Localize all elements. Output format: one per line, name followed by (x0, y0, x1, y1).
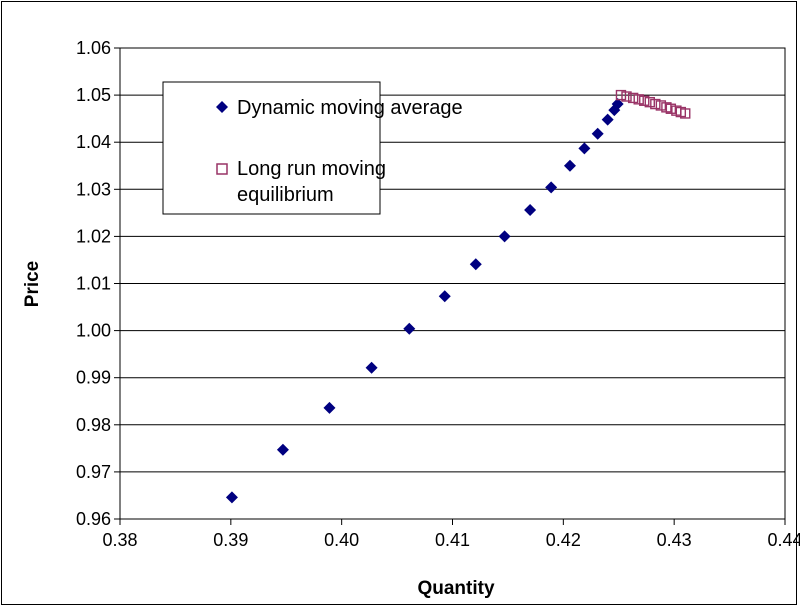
y-axis-title: Price (22, 261, 43, 307)
legend-label-line4: equilibrium (237, 184, 334, 206)
y-tick-label: 1.02 (76, 226, 111, 246)
y-tick-label: 0.97 (76, 462, 111, 482)
legend-label-line3: Long run moving (237, 158, 386, 180)
point-dynamic-moving-average (498, 230, 511, 243)
point-long-run-moving-equilibrium (615, 89, 627, 101)
point-dynamic-moving-average (403, 322, 416, 335)
point-dynamic-moving-average (591, 127, 604, 140)
point-long-run-moving-equilibrium (655, 100, 667, 111)
point-dynamic-moving-average (524, 204, 537, 217)
point-dynamic-moving-average (365, 361, 378, 374)
point-long-run-moving-equilibrium (621, 91, 632, 102)
point-long-run-moving-equilibrium (627, 92, 639, 104)
point-dynamic-moving-average (438, 290, 451, 303)
x-tick-label: 0.40 (324, 530, 359, 550)
x-tick-label: 0.44 (767, 530, 800, 550)
y-axis: 0.96 0.97 0.98 0.99 1.00 1.01 1.02 1.03 1.04 1.05… (76, 38, 120, 529)
legend-marker-dynamic-moving-average (216, 101, 228, 113)
x-tick-label: 0.41 (435, 530, 470, 550)
y-tick-label: 1.06 (76, 38, 111, 58)
y-tick-label: 0.99 (76, 368, 111, 388)
x-axis: 0.38 0.39 0.40 0.41 0.42 0.43 0.44 (102, 519, 800, 550)
y-tick-label: 1.04 (76, 132, 111, 152)
point-dynamic-moving-average (469, 258, 482, 271)
x-axis-title: Quantity (417, 578, 494, 599)
y-tick-label: 1.03 (76, 179, 111, 199)
y-tick-label: 0.96 (76, 509, 111, 529)
point-dynamic-moving-average (323, 401, 336, 414)
point-dynamic-moving-average (276, 443, 289, 456)
point-long-run-moving-equilibrium (680, 108, 691, 119)
point-dynamic-moving-average (225, 491, 238, 504)
point-dynamic-moving-average (563, 159, 576, 172)
x-tick-label: 0.42 (546, 530, 581, 550)
x-tick-label: 0.43 (657, 530, 692, 550)
point-dynamic-moving-average (578, 142, 591, 155)
point-long-run-moving-equilibrium (650, 98, 661, 110)
x-tick-label: 0.38 (102, 530, 137, 550)
point-long-run-moving-equilibrium (644, 96, 655, 108)
y-tick-label: 1.05 (76, 85, 111, 105)
legend-label-line1: Dynamic moving average (237, 97, 463, 119)
legend-marker-long-run-moving-equilibrium (216, 163, 228, 175)
legend: Dynamic moving average Long run moving e… (162, 81, 463, 215)
point-dynamic-moving-average (601, 113, 614, 126)
point-long-run-moving-equilibrium (639, 95, 650, 106)
y-tick-label: 1.00 (76, 321, 111, 341)
legend-box (162, 81, 381, 215)
x-tick-label: 0.39 (213, 530, 248, 550)
y-tick-label: 1.01 (76, 274, 111, 294)
y-tick-label: 0.98 (76, 415, 111, 435)
point-long-run-moving-equilibrium (665, 103, 677, 114)
point-dynamic-moving-average (611, 98, 624, 111)
data-points (225, 89, 691, 504)
point-long-run-moving-equilibrium (633, 94, 644, 105)
point-dynamic-moving-average (545, 181, 558, 194)
